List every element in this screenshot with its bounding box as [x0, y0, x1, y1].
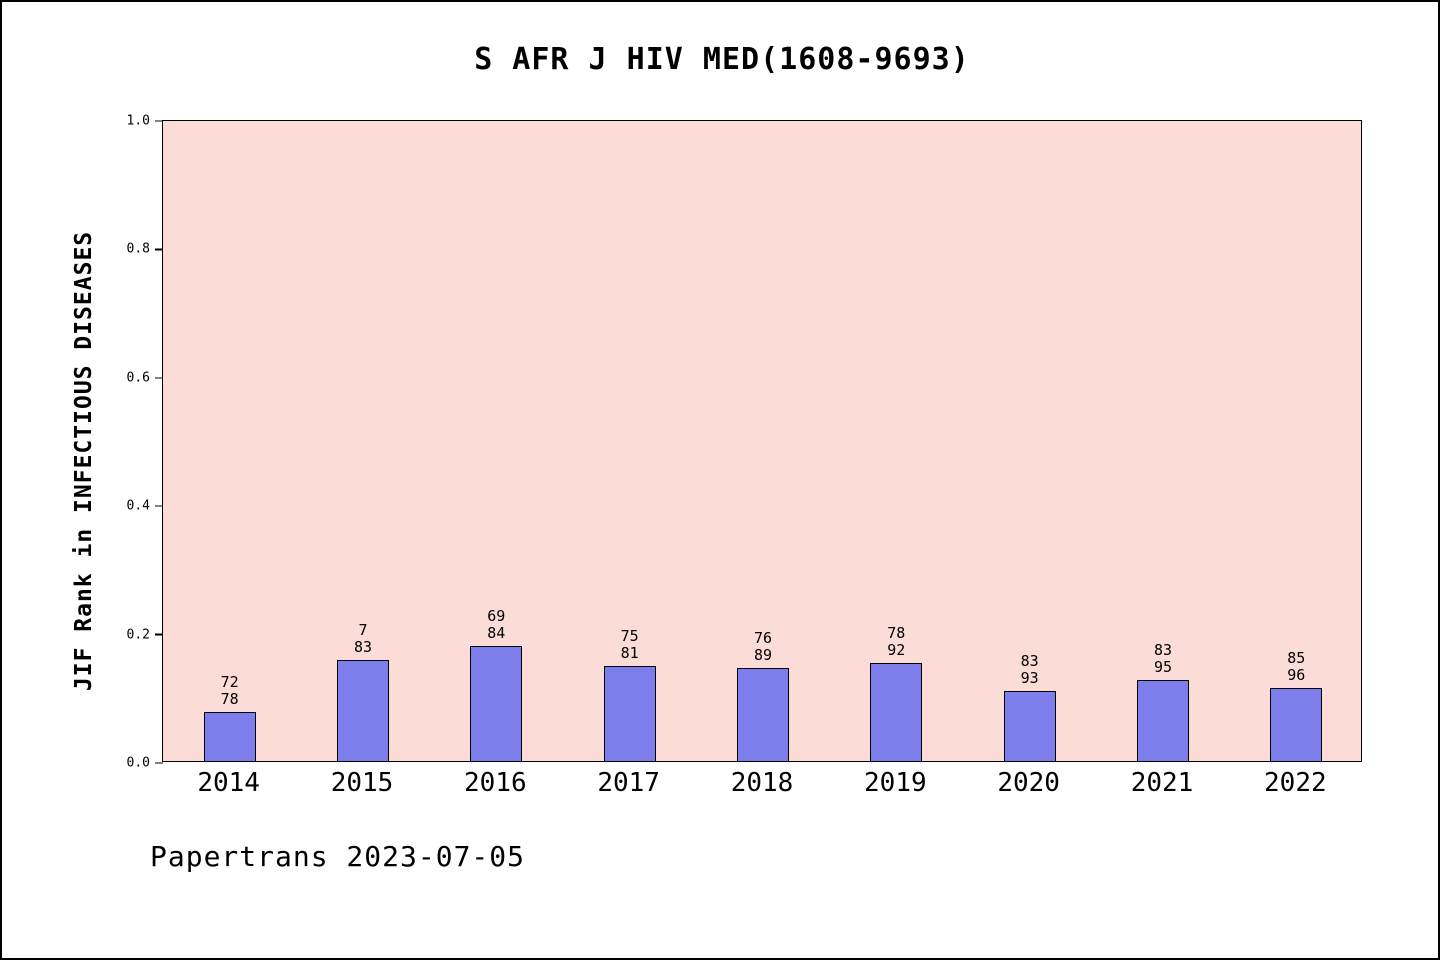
bar-value-label: 85 96 — [1287, 648, 1306, 684]
y-tick: 0.6 — [127, 370, 163, 385]
x-tick-label-2019: 2019 — [864, 768, 927, 798]
bar-slot: 85 96 — [1230, 121, 1363, 761]
bar-value-label: 83 95 — [1153, 641, 1173, 677]
bar-value-label: 72 78 — [220, 672, 239, 708]
bar-slot: 78 92 — [830, 121, 963, 761]
x-tick-label-2017: 2017 — [597, 768, 660, 798]
chart-title: S AFR J HIV MED(1608-9693) — [474, 42, 970, 77]
y-tick-label: 0.2 — [126, 627, 150, 643]
x-tick-label-2016: 2016 — [464, 768, 527, 798]
bar-value-label: 7 83 — [353, 621, 373, 657]
footer-note: Papertrans 2023-07-05 — [150, 840, 526, 873]
bar-slot: 75 81 — [563, 121, 696, 761]
bar-2017 — [603, 665, 656, 761]
bar-value-label: 69 84 — [487, 607, 506, 643]
y-tick-mark — [155, 505, 163, 507]
bar-slot: 7 83 — [296, 121, 429, 761]
bar-value-label: 83 93 — [1020, 652, 1039, 688]
x-tick-label-2022: 2022 — [1264, 768, 1327, 798]
bar-2016 — [470, 646, 523, 761]
x-tick-label-2015: 2015 — [330, 768, 394, 798]
bar-2022 — [1270, 687, 1323, 761]
y-tick-label: 0.8 — [126, 241, 150, 257]
y-tick-mark — [155, 377, 163, 379]
bar-value-label: 78 92 — [887, 623, 906, 659]
y-tick: 0.8 — [127, 242, 163, 257]
plot-area: 0.0 0.2 0.4 0.6 0.8 1.0 72 78 7 83 69 84 75 81 76 89 78 9… — [127, 114, 1363, 771]
x-tick-label-2020: 2020 — [997, 768, 1060, 798]
bar-2015 — [336, 660, 389, 761]
bar-2020 — [1003, 691, 1056, 761]
bar-value-label: 76 89 — [753, 628, 773, 664]
y-tick: 0.2 — [127, 627, 163, 642]
y-tick-mark — [155, 120, 163, 122]
x-tick-label-2018: 2018 — [730, 768, 794, 798]
y-tick-label: 0.4 — [126, 498, 150, 514]
y-tick: 1.0 — [127, 114, 163, 129]
bar-2018 — [736, 667, 789, 761]
y-tick-mark — [155, 762, 163, 764]
y-axis-title: JIF Rank in INFECTIOUS DISEASES — [71, 230, 97, 692]
y-tick-mark — [155, 633, 163, 636]
y-tick: 0.0 — [127, 756, 163, 771]
y-tick-label: 0.0 — [126, 755, 150, 771]
y-tick: 0.4 — [127, 499, 163, 514]
bar-slot: 69 84 — [430, 121, 563, 761]
bar-slot: 72 78 — [163, 121, 296, 761]
bar-value-label: 75 81 — [620, 626, 639, 662]
bar-2014 — [203, 711, 256, 761]
bar-2021 — [1136, 680, 1189, 761]
bar-2019 — [870, 662, 923, 761]
y-tick-mark — [155, 248, 163, 251]
x-tick-label-2014: 2014 — [197, 768, 260, 798]
bar-slot: 83 95 — [1096, 121, 1229, 761]
x-tick-label-2021: 2021 — [1130, 768, 1194, 798]
bar-slot: 83 93 — [963, 121, 1096, 761]
bar-slot: 76 89 — [696, 121, 829, 761]
y-tick-label: 1.0 — [126, 113, 150, 129]
y-tick-label: 0.6 — [126, 370, 150, 386]
